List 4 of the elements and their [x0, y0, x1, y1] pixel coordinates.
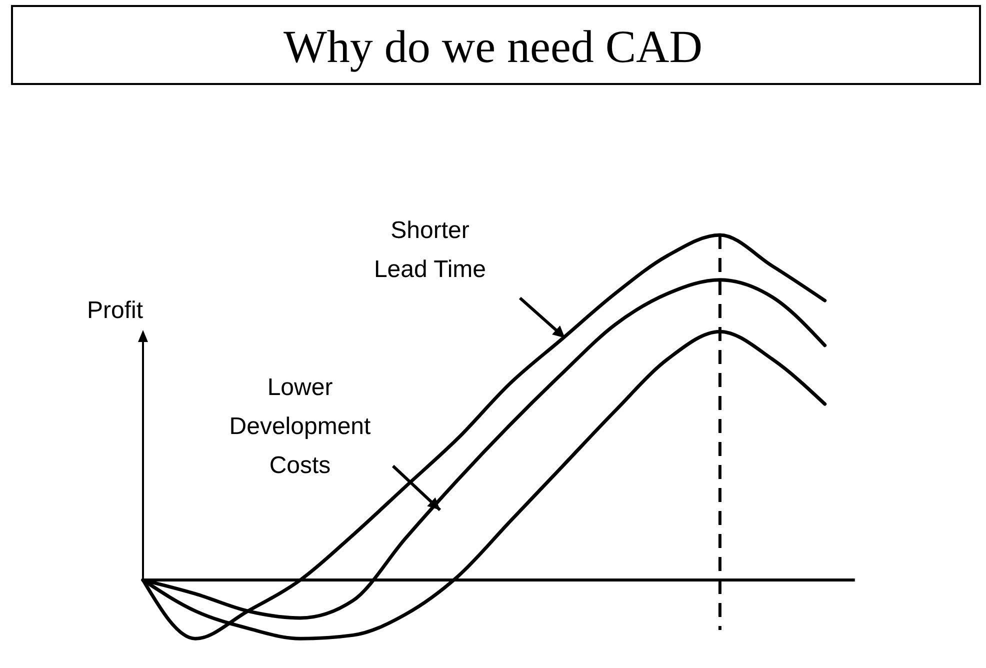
annotation: Lower Development Costs: [229, 374, 372, 479]
y-axis-title: Profit: [86, 297, 144, 324]
chart-title: Why do we need CAD: [283, 21, 703, 72]
annotation: Shorter Lead Time: [374, 217, 486, 283]
